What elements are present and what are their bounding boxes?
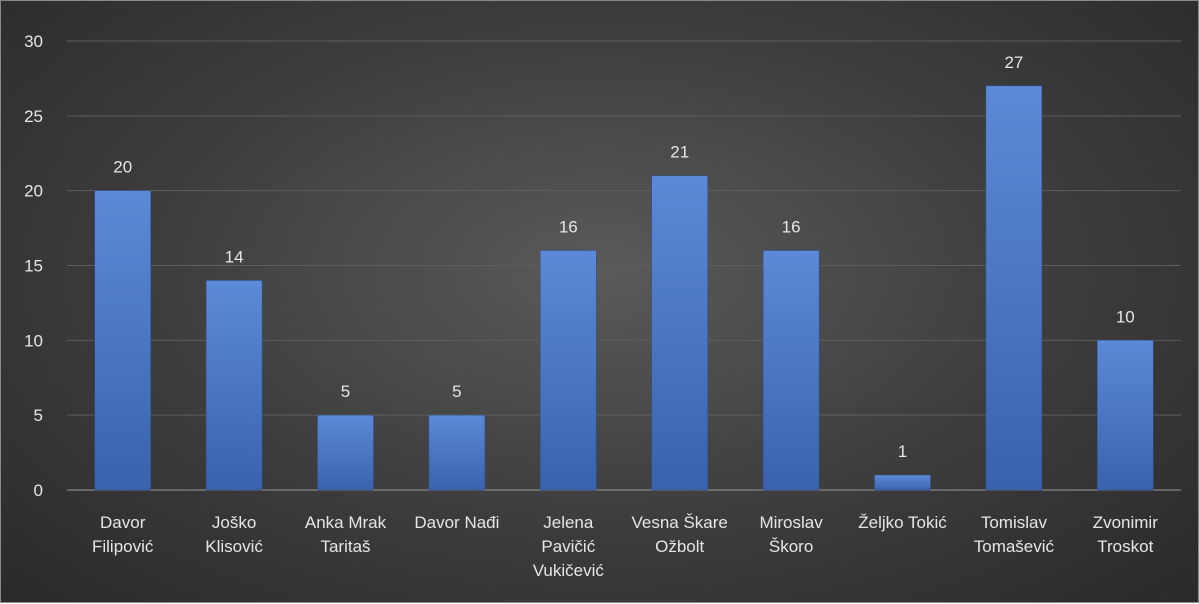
category-label-line: Taritaš: [320, 537, 370, 556]
bar: [205, 280, 263, 491]
data-label: 20: [113, 158, 132, 177]
y-tick-label: 20: [24, 182, 43, 201]
category-label-line: Davor: [100, 513, 146, 532]
category-label-line: Anka Mrak: [305, 513, 387, 532]
category-label-line: Željko Tokić: [858, 513, 947, 532]
category-label-line: Škoro: [769, 537, 813, 556]
y-tick-label: 25: [24, 107, 43, 126]
data-label: 5: [452, 382, 461, 401]
y-tick-label: 15: [24, 257, 43, 276]
category-label-line: Pavičić: [541, 537, 595, 556]
y-tick-label: 10: [24, 331, 43, 350]
category-label: Vesna Škare Ožbolt: [631, 513, 727, 556]
bar: [94, 190, 151, 491]
category-label-line: Troskot: [1097, 537, 1153, 556]
category-label-line: Vesna Škare: [631, 513, 727, 532]
category-label-line: Zvonimir: [1093, 513, 1159, 532]
bar: [428, 414, 486, 491]
bar: [762, 250, 820, 491]
category-label-line: Klisović: [205, 537, 263, 556]
data-label: 27: [1004, 53, 1023, 72]
x-axis-categories: Davor Filipović Joško Klisović Anka Mrak Tari…: [92, 513, 1158, 580]
category-label: Davor Filipović: [92, 513, 154, 556]
category-label-line: Joško: [212, 513, 256, 532]
category-label-line: Davor Nađi: [414, 513, 499, 532]
bar: [317, 414, 374, 491]
category-label-line: Miroslav: [759, 513, 823, 532]
bar: [540, 250, 597, 491]
bar: [1097, 340, 1154, 491]
y-axis-ticks: 0 5 10 15 20 25 30: [24, 32, 43, 500]
category-label: Jelena Pavičić Vukičević: [533, 513, 605, 580]
data-label: 16: [559, 218, 578, 237]
bar: [651, 175, 708, 491]
bars: [94, 85, 1154, 491]
category-label-line: Ožbolt: [655, 537, 704, 556]
category-label: Anka Mrak Taritaš: [305, 513, 387, 556]
category-label-line: Jelena: [543, 513, 594, 532]
bar: [985, 85, 1043, 491]
data-label: 10: [1116, 307, 1135, 326]
data-label: 1: [898, 442, 907, 461]
y-tick-label: 5: [34, 406, 43, 425]
data-label: 16: [782, 218, 801, 237]
y-tick-label: 30: [24, 32, 43, 51]
category-label: Željko Tokić: [858, 513, 947, 532]
category-label: Tomislav Tomašević: [974, 513, 1055, 556]
category-label: Zvonimir Troskot: [1093, 513, 1159, 556]
category-label-line: Tomislav: [981, 513, 1048, 532]
category-label: Miroslav Škoro: [759, 513, 823, 556]
bar: [874, 474, 931, 491]
data-label: 14: [225, 247, 244, 266]
data-label: 21: [670, 143, 689, 162]
y-tick-label: 0: [34, 481, 43, 500]
category-label: Joško Klisović: [205, 513, 263, 556]
category-label-line: Filipović: [92, 537, 154, 556]
data-label: 5: [341, 382, 350, 401]
data-labels: 20 14 5 5 16 21 16 1 27 10: [113, 53, 1135, 461]
category-label-line: Tomašević: [974, 537, 1055, 556]
category-label-line: Vukičević: [533, 561, 605, 580]
category-label: Davor Nađi: [414, 513, 499, 532]
